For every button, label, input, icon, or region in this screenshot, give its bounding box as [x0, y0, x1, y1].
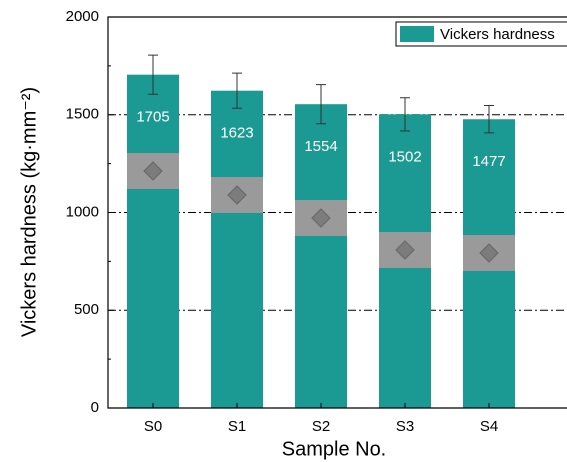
y-tick-label: 1500 — [66, 106, 99, 123]
error-bar — [148, 54, 158, 95]
indent-mark — [143, 161, 163, 181]
x-tick-label: S4 — [480, 418, 498, 435]
indent-mark — [395, 240, 415, 260]
x-axis-title: Sample No. — [282, 438, 387, 460]
bar — [127, 74, 179, 409]
error-bar — [232, 72, 242, 109]
bar — [211, 90, 263, 409]
error-bar — [400, 97, 410, 132]
bar — [295, 104, 347, 409]
value-label: 1477 — [472, 153, 505, 170]
value-label: 1502 — [388, 148, 421, 165]
error-bar — [484, 105, 494, 134]
indent-mark — [479, 243, 499, 263]
legend-label: Vickers hardness — [440, 26, 555, 43]
error-bar — [316, 84, 326, 125]
indent-mark — [227, 185, 247, 205]
x-tick-label: S2 — [312, 418, 330, 435]
axis-frame — [107, 16, 567, 409]
value-label: 1705 — [136, 109, 169, 126]
y-axis-title: Vickers hardness (kg·mm⁻²) — [18, 87, 40, 337]
indent-mark — [311, 208, 331, 228]
value-label: 1623 — [220, 125, 253, 142]
x-tick-label: S1 — [228, 418, 246, 435]
y-tick-label: 500 — [74, 301, 99, 318]
y-tick-label: 2000 — [66, 8, 99, 25]
y-tick-label: 0 — [91, 399, 99, 416]
x-tick-label: S0 — [144, 418, 162, 435]
legend-swatch — [400, 26, 434, 42]
x-tick-label: S3 — [396, 418, 414, 435]
value-label: 1554 — [304, 138, 337, 155]
y-tick-label: 1000 — [66, 203, 99, 220]
